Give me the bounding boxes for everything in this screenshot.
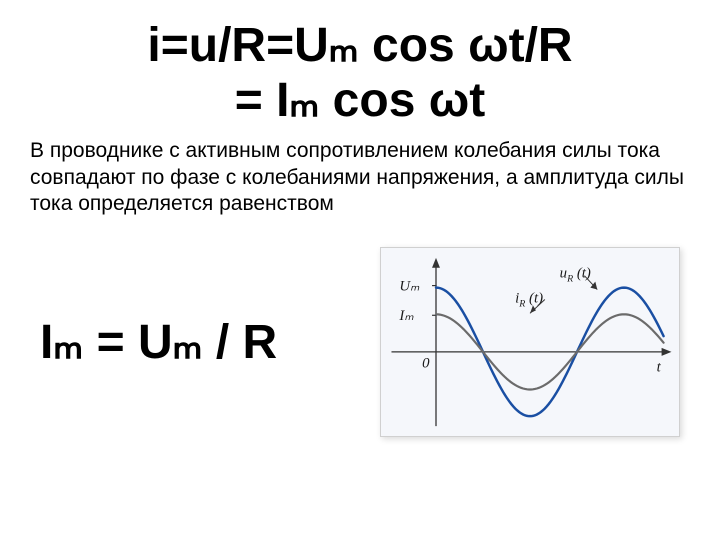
- description-paragraph: В проводнике с активным сопротивлением к…: [0, 128, 720, 217]
- svg-text:Iₘ: Iₘ: [398, 308, 414, 324]
- svg-text:iR (t): iR (t): [515, 291, 543, 310]
- heading-line2: = Iₘ cos ωt: [0, 73, 720, 128]
- svg-text:Uₘ: Uₘ: [399, 279, 420, 295]
- lower-row: Iₘ = Uₘ / R 0 t Uₘ Iₘ uR (t) iR (t): [0, 217, 720, 437]
- svg-text:t: t: [657, 360, 662, 376]
- amplitude-equation: Iₘ = Uₘ / R: [40, 314, 277, 370]
- waveform-chart: 0 t Uₘ Iₘ uR (t) iR (t): [380, 247, 680, 437]
- svg-text:uR (t): uR (t): [560, 266, 591, 285]
- svg-text:0: 0: [422, 356, 430, 372]
- formula-heading: i=u/R=Uₘ cos ωt/R = Iₘ cos ωt: [0, 0, 720, 128]
- heading-line1: i=u/R=Uₘ cos ωt/R: [0, 18, 720, 73]
- chart-svg: 0 t Uₘ Iₘ uR (t) iR (t): [381, 248, 679, 436]
